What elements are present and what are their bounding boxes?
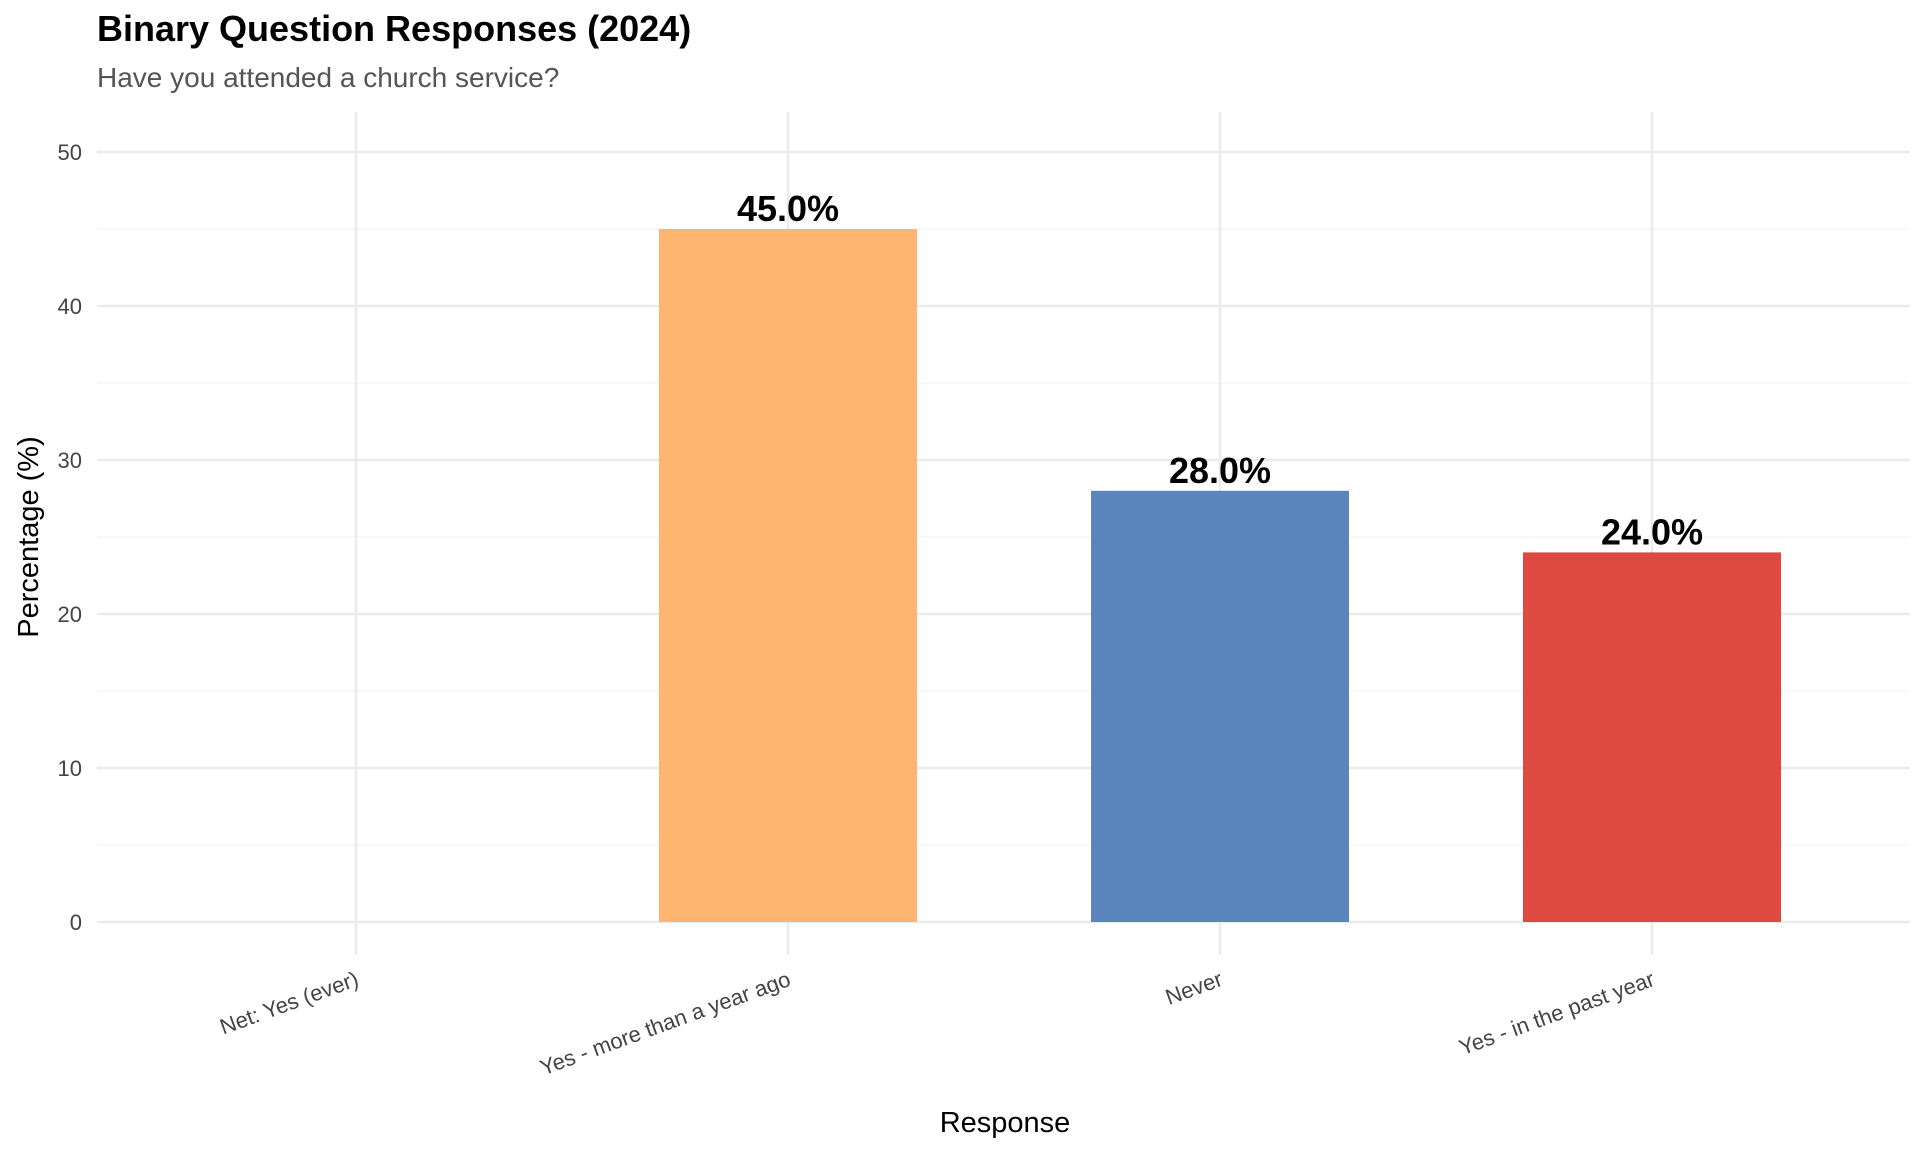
bar: [1091, 490, 1349, 922]
chart-title: Binary Question Responses (2024): [97, 8, 692, 49]
bar-value-label: 24.0%: [1601, 511, 1703, 552]
x-tick-label: Never: [1162, 966, 1226, 1010]
y-tick-label: 0: [70, 910, 82, 935]
y-tick-label: 20: [58, 602, 82, 627]
y-tick-label: 10: [58, 756, 82, 781]
y-tick-label: 40: [58, 294, 82, 319]
bar: [1523, 552, 1781, 922]
bar: [659, 229, 917, 922]
bar-value-label: 28.0%: [1169, 450, 1271, 491]
x-tick-label: Net: Yes (ever): [216, 966, 361, 1039]
y-tick-label: 50: [58, 140, 82, 165]
bars-layer: [659, 229, 1781, 922]
y-axis-title: Percentage (%): [13, 436, 45, 638]
bar-value-label: 45.0%: [737, 188, 839, 229]
x-tick-label: Yes - in the past year: [1456, 966, 1658, 1060]
x-tick-label: Yes - more than a year ago: [537, 966, 794, 1080]
chart-subtitle: Have you attended a church service?: [97, 62, 560, 93]
y-tick-label: 30: [58, 448, 82, 473]
x-axis-title: Response: [940, 1107, 1071, 1139]
